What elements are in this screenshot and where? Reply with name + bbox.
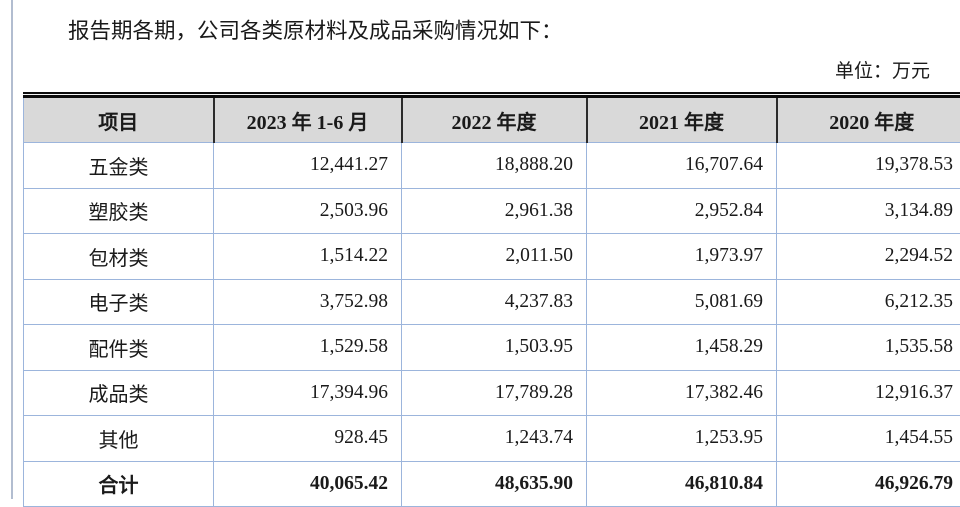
unit-label: 单位：万元 (23, 45, 960, 92)
row-value: 2,952.84 (587, 188, 777, 234)
row-value: 12,916.37 (777, 370, 960, 416)
row-value: 1,973.97 (587, 234, 777, 280)
section-paragraph: 报告期各期，公司各类原材料及成品采购情况如下： (23, 0, 960, 45)
row-value: 17,789.28 (402, 370, 587, 416)
row-label: 其他 (24, 416, 214, 462)
column-header-2023h1: 2023 年 1-6 月 (214, 98, 402, 143)
row-value: 17,394.96 (214, 370, 402, 416)
row-value: 12,441.27 (214, 143, 402, 189)
row-value: 1,454.55 (777, 416, 960, 462)
row-value: 46,810.84 (587, 461, 777, 507)
column-header-item: 项目 (24, 98, 214, 143)
row-value: 1,253.95 (587, 416, 777, 462)
row-value: 1,514.22 (214, 234, 402, 280)
row-value: 19,378.53 (777, 143, 960, 189)
row-value: 5,081.69 (587, 279, 777, 325)
row-label: 五金类 (24, 143, 214, 189)
row-value: 2,294.52 (777, 234, 960, 280)
row-label: 包材类 (24, 234, 214, 280)
row-value: 1,535.58 (777, 325, 960, 371)
row-value: 1,529.58 (214, 325, 402, 371)
row-value: 2,503.96 (214, 188, 402, 234)
row-value: 4,237.83 (402, 279, 587, 325)
row-value: 1,458.29 (587, 325, 777, 371)
row-value: 3,134.89 (777, 188, 960, 234)
row-value: 2,011.50 (402, 234, 587, 280)
row-value: 6,212.35 (777, 279, 960, 325)
row-label: 配件类 (24, 325, 214, 371)
purchases-table: 项目 2023 年 1-6 月 2022 年度 2021 年度 2020 年度 … (23, 98, 960, 507)
row-value: 17,382.46 (587, 370, 777, 416)
row-value: 40,065.42 (214, 461, 402, 507)
row-value: 1,243.74 (402, 416, 587, 462)
row-value: 3,752.98 (214, 279, 402, 325)
document-content: 报告期各期，公司各类原材料及成品采购情况如下： 单位：万元 项目 2023 年 … (23, 0, 960, 507)
row-value: 2,961.38 (402, 188, 587, 234)
row-value: 16,707.64 (587, 143, 777, 189)
column-header-2021: 2021 年度 (587, 98, 777, 143)
row-value: 928.45 (214, 416, 402, 462)
row-label: 电子类 (24, 279, 214, 325)
table-header-row: 项目 2023 年 1-6 月 2022 年度 2021 年度 2020 年度 (24, 98, 960, 143)
column-header-2020: 2020 年度 (777, 98, 960, 143)
row-label: 塑胶类 (24, 188, 214, 234)
page-edge-line (11, 0, 13, 499)
row-value: 46,926.79 (777, 461, 960, 507)
row-value: 1,503.95 (402, 325, 587, 371)
row-label: 成品类 (24, 370, 214, 416)
column-header-2022: 2022 年度 (402, 98, 587, 143)
row-label: 合计 (24, 461, 214, 507)
row-value: 48,635.90 (402, 461, 587, 507)
row-value: 18,888.20 (402, 143, 587, 189)
